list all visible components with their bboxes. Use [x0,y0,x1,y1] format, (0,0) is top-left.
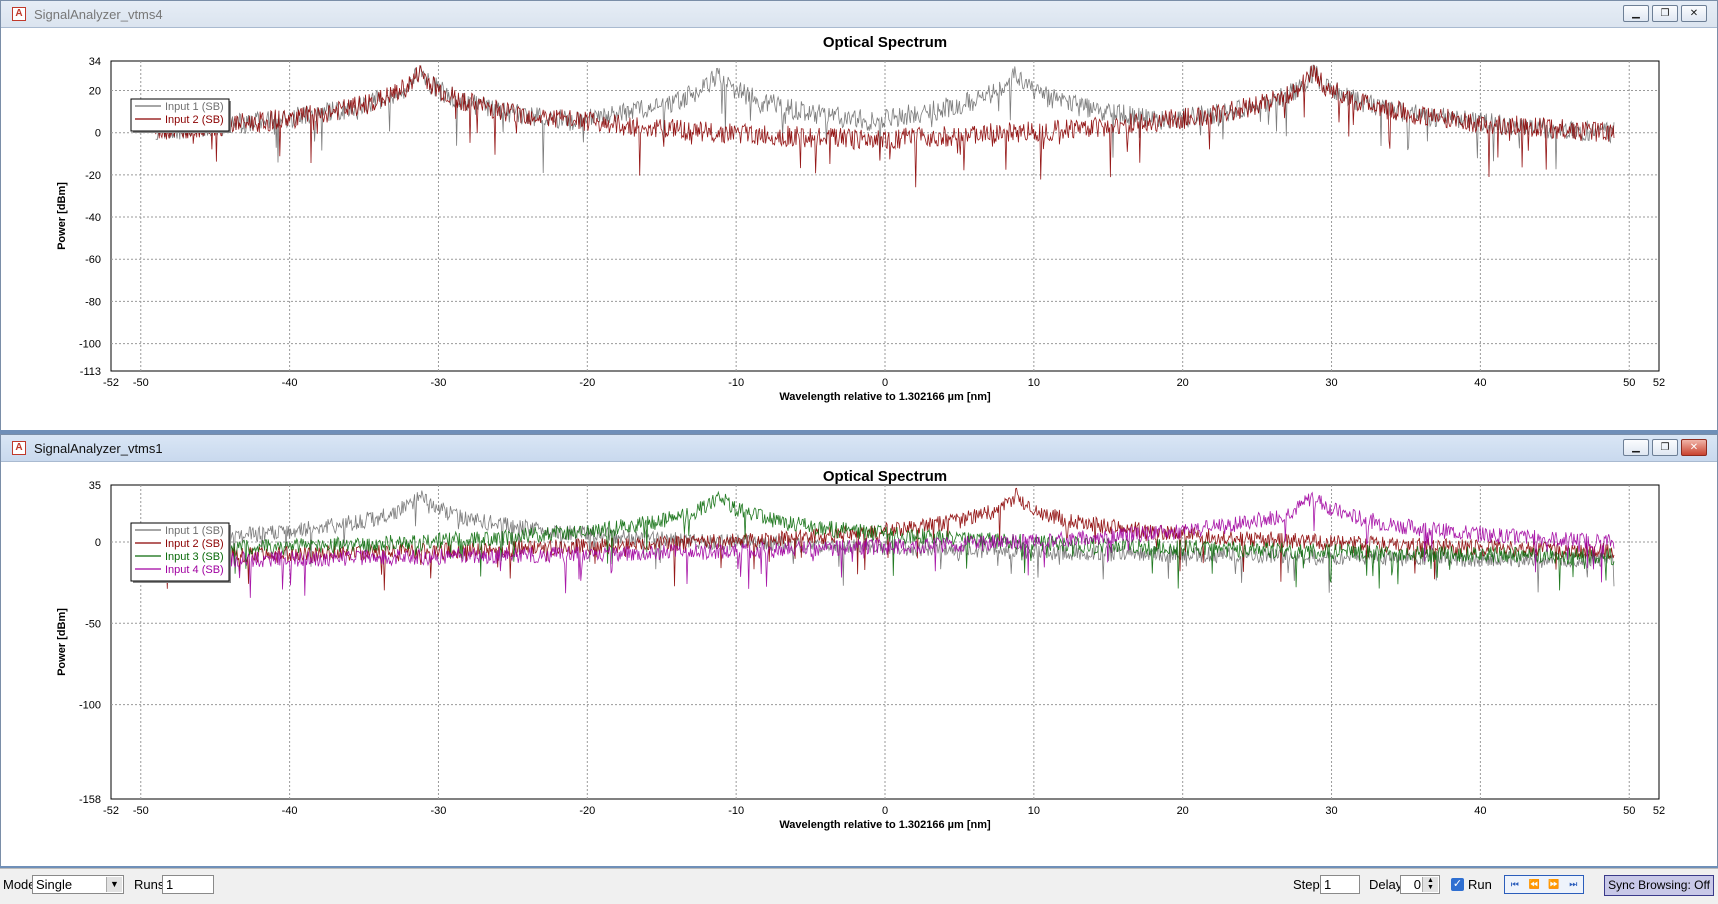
analyzer-window-vtms1[interactable]: A SignalAnalyzer_vtms1 ▁ ❐ ✕ Optical Spe… [0,434,1718,866]
y-axis-label: Power [dBm] [56,608,68,676]
x-tick-label: -52 [103,805,119,817]
close-button[interactable]: ✕ [1681,439,1707,456]
x-tick-label: 30 [1325,805,1337,817]
x-tick-label: 40 [1474,377,1486,389]
x-tick-label: -10 [728,805,744,817]
legend-entry: Input 1 (SB) [165,101,224,113]
x-tick-label: 52 [1653,805,1665,817]
y-tick-label: -60 [85,254,101,266]
legend [130,522,230,582]
y-tick-label: -100 [79,339,101,351]
x-tick-label: 0 [882,805,888,817]
step-label: Step [1293,877,1320,892]
x-tick-label: -50 [133,805,149,817]
x-tick-label: 10 [1028,805,1040,817]
chart-area: Optical Spectrum -52 -50 -40 -30 -20 -10 0 10 20 3… [1,28,1717,430]
mode-value: Single [36,877,73,892]
x-axis-label: Wavelength relative to 1.302166 µm [nm] [779,819,991,831]
y-tick-label: 0 [95,537,101,549]
series-line [155,487,1615,591]
x-tick-label: 50 [1623,805,1635,817]
legend-entry: Input 1 (SB) [165,525,224,537]
chart-area: Optical Spectrum -52 -50 -40 -30 -20 -10 0 10 20 3… [1,462,1717,866]
series-line [155,491,1615,598]
x-tick-label: -10 [728,377,744,389]
y-tick-label: -80 [85,296,101,308]
x-tick-label: -20 [579,377,595,389]
close-button[interactable]: ✕ [1681,5,1707,22]
x-tick-label: -20 [579,805,595,817]
legend-entry: Input 2 (SB) [165,114,224,126]
legend [130,98,230,132]
x-tick-label: -50 [133,377,149,389]
delay-stepper[interactable]: 0 ▲ ▼ [1400,875,1440,894]
legend-entry: Input 2 (SB) [165,538,224,550]
run-checkbox[interactable]: ✓ [1451,878,1464,891]
y-tick-label: -20 [85,170,101,182]
mode-select[interactable]: Single ▼ [32,875,124,894]
x-tick-label: 30 [1325,377,1337,389]
x-tick-label: -52 [103,377,119,389]
restore-button[interactable]: ❐ [1652,5,1678,22]
y-tick-label: -100 [79,700,101,712]
next-icon[interactable]: ⏩ [1548,879,1560,889]
series-line [155,65,1615,188]
spin-icon[interactable]: ▲ ▼ [1422,877,1438,892]
x-axis-label: Wavelength relative to 1.302166 µm [nm] [779,391,991,403]
y-tick-label: -113 [80,366,101,378]
x-tick-label: 20 [1177,377,1189,389]
x-tick-label: -40 [282,377,298,389]
runs-input[interactable]: 1 [162,875,214,894]
legend-entry: Input 4 (SB) [165,564,224,576]
y-tick-label: 34 [89,56,101,68]
y-tick-label: -158 [79,794,101,806]
x-tick-label: 52 [1653,377,1665,389]
chart-title: Optical Spectrum [823,34,947,51]
y-tick-label: 35 [89,480,101,492]
window-title: SignalAnalyzer_vtms1 [34,441,163,456]
run-control-bar: Mode Single ▼ Runs 1 Step 1 Delay 0 ▲ ▼ ✓… [0,868,1718,904]
window-titlebar[interactable]: A SignalAnalyzer_vtms4 ▁ ❐ ✕ [1,1,1717,28]
optical-spectrum-chart-1[interactable]: Optical Spectrum-52 -50 -40 -30 -20 -10 0 10 20 3… [1,28,1717,430]
y-tick-label: -50 [85,618,101,630]
series-line [155,490,1615,591]
mode-label: Mode [3,877,36,892]
y-tick-label: 20 [89,86,101,98]
x-tick-label: 20 [1177,805,1189,817]
restore-button[interactable]: ❐ [1652,439,1678,456]
y-tick-label: -40 [85,212,101,224]
first-icon[interactable]: ⏮ [1510,879,1519,889]
app-icon: A [12,7,26,21]
run-label: Run [1468,877,1492,892]
app-icon: A [12,441,26,455]
x-tick-label: -30 [431,377,447,389]
record-navigation: ⏮ ⏪ ⏩ ⏭ [1504,875,1584,894]
series-line [155,490,1615,593]
y-tick-label: 0 [95,128,101,140]
y-axis-label: Power [dBm] [56,182,68,250]
minimize-button[interactable]: ▁ [1623,5,1649,22]
prev-icon[interactable]: ⏪ [1528,879,1540,889]
delay-label: Delay [1369,877,1403,892]
chevron-down-icon: ▼ [106,877,122,892]
step-input[interactable]: 1 [1320,875,1360,894]
optical-spectrum-chart-2[interactable]: Optical Spectrum-52 -50 -40 -30 -20 -10 0 10 20 3… [1,462,1717,866]
runs-label: Runs [134,877,165,892]
sync-browsing-button[interactable]: Sync Browsing: Off [1604,875,1714,896]
x-tick-label: 0 [882,377,888,389]
last-icon[interactable]: ⏭ [1569,879,1578,889]
x-tick-label: -30 [431,805,447,817]
x-tick-label: 10 [1028,377,1040,389]
chart-title: Optical Spectrum [823,468,947,485]
window-title: SignalAnalyzer_vtms4 [34,7,163,22]
delay-value: 0 [1413,877,1421,892]
analyzer-window-vtms4[interactable]: A SignalAnalyzer_vtms4 ▁ ❐ ✕ Optical Spe… [0,0,1718,430]
x-tick-label: 50 [1623,377,1635,389]
x-tick-label: 40 [1474,805,1486,817]
minimize-button[interactable]: ▁ [1623,439,1649,456]
x-tick-label: -40 [282,805,298,817]
window-titlebar[interactable]: A SignalAnalyzer_vtms1 ▁ ❐ ✕ [1,435,1717,462]
legend-entry: Input 3 (SB) [165,551,224,563]
